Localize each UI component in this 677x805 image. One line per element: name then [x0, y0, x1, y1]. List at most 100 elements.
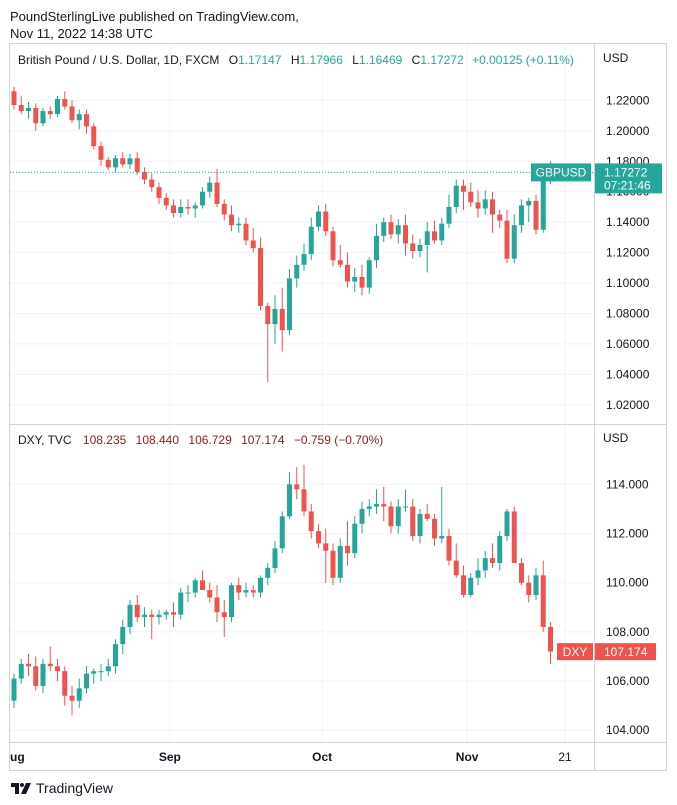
- candle: [207, 176, 213, 198]
- candle-body: [323, 211, 329, 232]
- candle: [258, 575, 263, 598]
- gbpusd-symbol-tag: [531, 163, 591, 182]
- gbpusd-last-price-tag: GBPUSD 1.17272 07:21:46: [531, 163, 662, 194]
- candle: [301, 243, 307, 271]
- candle-body: [330, 550, 336, 578]
- candle: [410, 234, 416, 259]
- candle-body: [511, 511, 517, 564]
- candle-body: [526, 200, 532, 206]
- candle: [468, 182, 474, 207]
- candle-body: [84, 673, 89, 689]
- candle-body: [490, 558, 495, 564]
- gbpusd-symbol-text: GBPUSD: [536, 165, 587, 179]
- candle-body: [526, 582, 532, 595]
- candle: [200, 570, 205, 591]
- candle-body: [62, 98, 68, 107]
- candle: [105, 658, 111, 677]
- candle-body: [200, 191, 205, 206]
- candle: [323, 203, 329, 236]
- candle-body: [192, 205, 198, 209]
- dxy-open-value: 108.235: [83, 433, 127, 447]
- candle-body: [345, 264, 350, 282]
- candle: [308, 217, 314, 261]
- y-tick-label: 106.000: [606, 674, 650, 688]
- candle-body: [330, 231, 336, 261]
- candle: [134, 152, 140, 175]
- candle: [91, 123, 97, 150]
- candle: [127, 153, 133, 169]
- candle-body: [519, 205, 524, 226]
- candle-body: [410, 506, 416, 537]
- candle-body: [236, 223, 242, 226]
- candle-body: [417, 245, 423, 252]
- candle-body: [120, 626, 126, 645]
- candle-body: [229, 214, 234, 226]
- candle-body: [337, 260, 343, 265]
- grid-layer: [10, 44, 594, 742]
- candle-body: [134, 158, 140, 172]
- candle-body: [381, 222, 387, 236]
- candle-body: [105, 666, 111, 672]
- dxy-last-price-tag: DXY 107.174: [557, 643, 656, 661]
- high-value: 1.17966: [300, 53, 344, 67]
- candle: [105, 156, 111, 171]
- y-tick-label: 104.000: [606, 723, 650, 737]
- candle: [287, 472, 292, 519]
- candle-body: [18, 663, 24, 679]
- candle-body: [40, 663, 46, 686]
- candle: [388, 214, 394, 239]
- candle-body: [497, 536, 503, 564]
- dxy-price-axis: 114.000 112.000 110.000 108.000 106.000 104.0…: [606, 477, 650, 737]
- tradingview-logo[interactable]: TradingView: [10, 780, 113, 796]
- candle: [47, 646, 53, 672]
- candle-body: [221, 612, 227, 618]
- y-tick-label: 110.000: [606, 576, 649, 590]
- candle-body: [105, 159, 111, 168]
- candle-body: [308, 226, 314, 255]
- candle-body: [185, 206, 191, 209]
- y-tick-label: 1.14000: [606, 215, 650, 229]
- candle: [243, 582, 249, 598]
- candle: [316, 205, 321, 232]
- candle: [526, 197, 532, 223]
- candle: [185, 199, 191, 215]
- candle-body: [497, 214, 503, 221]
- candle-body: [258, 248, 263, 306]
- candle: [345, 521, 350, 566]
- candle: [504, 210, 510, 264]
- publisher-line: PoundSterlingLive published on TradingVi…: [10, 9, 299, 24]
- candle-body: [323, 543, 329, 551]
- candle-body: [337, 545, 343, 578]
- candle: [33, 656, 39, 691]
- candle-body: [366, 506, 372, 509]
- candle-body: [475, 570, 481, 578]
- candle-body: [26, 663, 31, 667]
- time-axis: ug Sep Oct Nov 21: [10, 750, 572, 764]
- candle: [214, 585, 220, 623]
- candle-body: [142, 614, 147, 618]
- candle-body: [446, 536, 452, 561]
- candle-body: [33, 666, 39, 686]
- x-tick-label: ug: [10, 750, 25, 764]
- candle: [519, 199, 524, 233]
- candle: [84, 666, 89, 694]
- candle: [287, 269, 292, 335]
- candle-body: [410, 243, 416, 252]
- candle: [171, 602, 176, 627]
- candle: [374, 223, 379, 268]
- candle: [156, 609, 162, 625]
- x-tick-label: Oct: [312, 750, 332, 764]
- candle-body: [388, 506, 394, 527]
- candle: [134, 595, 140, 623]
- candle-body: [250, 590, 256, 593]
- candle: [26, 101, 31, 119]
- candle-body: [171, 205, 176, 214]
- candle: [113, 155, 118, 172]
- candle: [301, 464, 307, 517]
- candle-body: [468, 191, 474, 203]
- candle: [163, 193, 169, 210]
- candle-body: [11, 678, 17, 701]
- candle-body: [214, 597, 220, 613]
- candle-body: [359, 276, 365, 288]
